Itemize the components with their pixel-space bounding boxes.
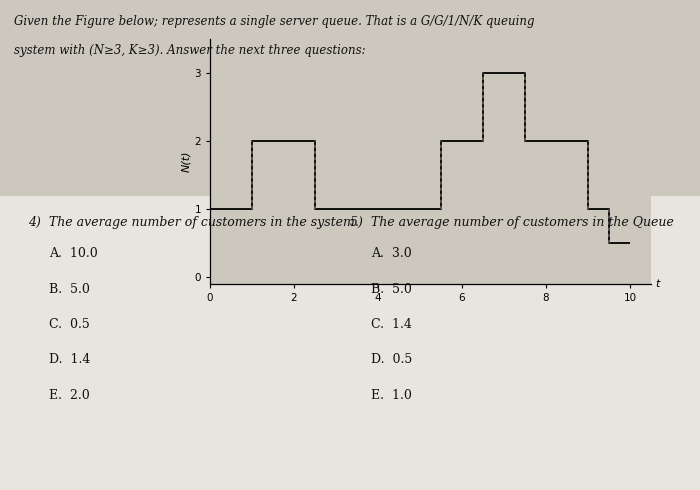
Text: 4)  The average number of customers in the system.: 4) The average number of customers in th… <box>28 216 359 229</box>
Text: 5)  The average number of customers in the Queue: 5) The average number of customers in th… <box>350 216 673 229</box>
Y-axis label: N(t): N(t) <box>181 151 192 172</box>
Text: D.  0.5: D. 0.5 <box>371 353 412 367</box>
Text: C.  0.5: C. 0.5 <box>49 318 90 331</box>
Text: E.  2.0: E. 2.0 <box>49 389 90 402</box>
Text: C.  1.4: C. 1.4 <box>371 318 412 331</box>
Text: A.  10.0: A. 10.0 <box>49 247 98 261</box>
Text: E.  1.0: E. 1.0 <box>371 389 412 402</box>
Text: system with (N≥3, K≥3). Answer the next three questions:: system with (N≥3, K≥3). Answer the next … <box>14 44 365 57</box>
Text: B.  5.0: B. 5.0 <box>371 283 412 296</box>
Text: A.  3.0: A. 3.0 <box>371 247 412 261</box>
Text: B.  5.0: B. 5.0 <box>49 283 90 296</box>
Text: Given the Figure below; represents a single server queue. That is a G/G/1/N/K qu: Given the Figure below; represents a sin… <box>14 15 535 28</box>
Text: t: t <box>655 279 660 289</box>
Text: D.  1.4: D. 1.4 <box>49 353 90 367</box>
